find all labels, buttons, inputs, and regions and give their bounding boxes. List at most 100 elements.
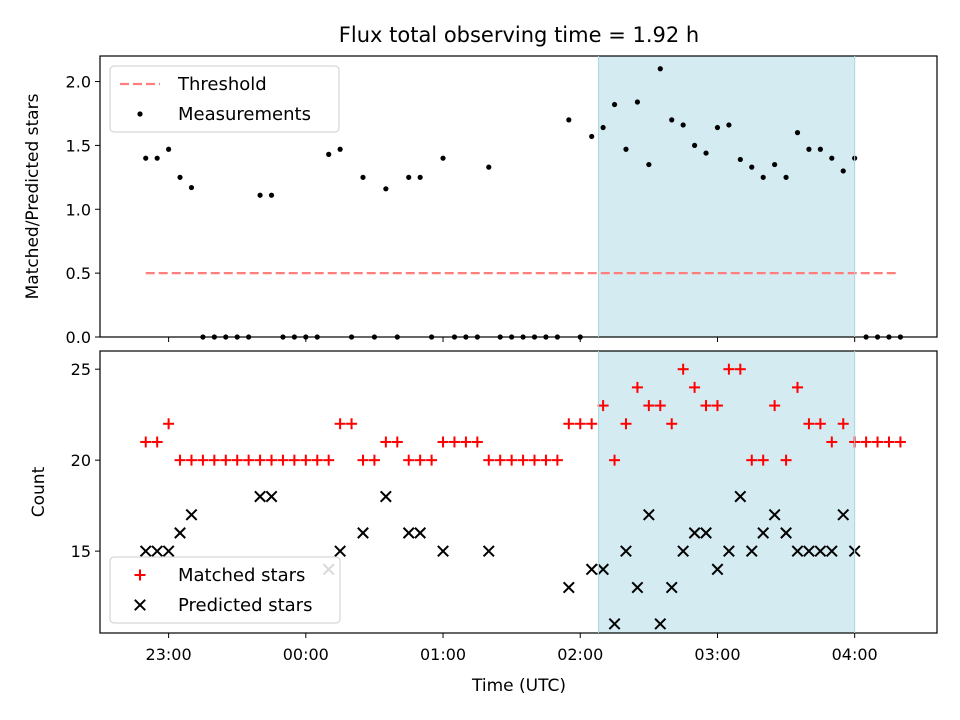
matched-stars-point xyxy=(837,418,849,430)
legend-box xyxy=(109,65,340,133)
predicted-stars-point xyxy=(631,581,644,594)
matched-stars-point xyxy=(689,381,701,393)
count-y-axis: 15 20 25 xyxy=(71,360,100,561)
legend-label: Measurements xyxy=(178,104,311,125)
predicted-stars-point xyxy=(711,563,724,576)
predicted-stars-point xyxy=(780,527,792,539)
matched-stars-point xyxy=(734,363,746,375)
matched-stars-point xyxy=(323,454,335,466)
predicted-stars-point xyxy=(608,617,621,630)
measurements-point xyxy=(657,66,663,72)
y-tick-label: 25 xyxy=(71,360,91,379)
measurements-point xyxy=(714,124,721,131)
matched-stars-point xyxy=(380,436,392,448)
measurements-point xyxy=(646,161,652,168)
predicted-stars-point xyxy=(768,508,781,521)
predicted-stars-point xyxy=(837,508,850,521)
matched-stars-point xyxy=(711,400,723,412)
matched-stars-point xyxy=(448,436,460,448)
ratio-legend: Threshold Measurements xyxy=(109,65,340,133)
legend-label: Matched stars xyxy=(178,565,305,586)
measurements-point xyxy=(486,164,492,170)
measurements-point xyxy=(268,192,275,198)
measurements-point xyxy=(794,130,801,136)
measurements-point xyxy=(691,142,698,149)
matched-stars-point xyxy=(540,454,552,466)
count-panel-frame xyxy=(99,350,938,634)
matched-stars-point xyxy=(346,418,358,430)
matched-stars-point xyxy=(311,454,323,466)
matched-stars-point xyxy=(517,454,529,466)
predicted-stars-point xyxy=(357,527,369,539)
measurements-point xyxy=(623,146,629,152)
x-tick-label: 04:00 xyxy=(832,645,878,664)
measurements-point xyxy=(417,174,423,180)
predicted-stars-point xyxy=(642,508,655,521)
measurements-point xyxy=(143,155,149,161)
ratio-x-ticks xyxy=(168,337,856,342)
observing-window-band xyxy=(598,351,855,633)
measurements-point xyxy=(188,184,195,191)
x-axis-label: Time (UTC) xyxy=(471,676,566,696)
matched-stars-point xyxy=(220,454,232,466)
measurements-point xyxy=(154,155,160,161)
legend-box xyxy=(109,556,341,624)
matched-stars-point xyxy=(494,454,506,466)
matched-stars-point xyxy=(894,436,906,448)
predicted-stars-point xyxy=(734,490,747,503)
measurements-point xyxy=(566,117,572,123)
measurements-point xyxy=(589,133,595,140)
matched-stars-point xyxy=(631,381,643,393)
count-x-axis: 23:00 00:00 01:00 02:00 03:00 04:00 xyxy=(146,633,878,664)
matched-stars-point xyxy=(757,454,769,466)
measurements-point xyxy=(406,174,412,180)
measurements-point xyxy=(703,150,709,156)
ratio-y-axis: 0.0 0.5 1.0 1.5 2.0 xyxy=(66,73,100,347)
measurements-point xyxy=(337,146,343,152)
matched-stars-point xyxy=(769,400,781,412)
ratio-y-axis-label: Matched/Predicted stars xyxy=(23,93,43,299)
matched-stars-point xyxy=(151,436,163,448)
predicted-stars-point xyxy=(402,527,415,539)
measurements-point xyxy=(634,99,641,105)
y-tick-label: 0.0 xyxy=(66,328,91,347)
matched-stars-point xyxy=(254,454,266,466)
matched-stars-point xyxy=(666,418,678,430)
predicted-stars-point xyxy=(700,527,712,539)
x-tick-label: 02:00 xyxy=(557,645,603,664)
predicted-stars-point xyxy=(437,545,449,558)
matched-stars-point xyxy=(208,454,220,466)
measurements-point xyxy=(726,122,732,128)
predicted-stars-point xyxy=(185,508,198,521)
matched-stars-point xyxy=(357,454,369,466)
y-tick-label: 1.0 xyxy=(66,200,91,219)
matched-stars-point xyxy=(803,418,815,430)
matched-stars-point xyxy=(529,454,541,466)
matched-stars-point xyxy=(197,454,209,466)
count-panel: 15 20 25 23:00 00:00 01:00 02:00 03:00 04:00 Co… xyxy=(29,350,938,664)
measurements-point xyxy=(817,146,823,152)
matched-stars-point xyxy=(780,454,792,466)
predicted-stars-point xyxy=(562,581,575,594)
count-legend: Matched stars Predicted stars xyxy=(109,556,341,624)
matched-stars-point xyxy=(860,436,872,448)
predicted-stars-point xyxy=(139,545,152,558)
matched-stars-point xyxy=(231,454,243,466)
legend-item-measurements: Measurements xyxy=(137,104,311,125)
measurements-point xyxy=(166,146,172,152)
measurements-point xyxy=(326,151,332,157)
predicted-stars-point xyxy=(254,490,266,503)
legend-item-predicted-stars: Predicted stars xyxy=(134,595,312,616)
matched-stars-point xyxy=(677,363,689,375)
legend-swatch xyxy=(137,111,143,117)
legend-label: Predicted stars xyxy=(178,595,312,616)
matched-stars-point xyxy=(266,454,278,466)
measurements-point xyxy=(257,192,263,198)
predicted-stars-point xyxy=(688,527,701,539)
observing-window-band xyxy=(598,56,855,337)
ratio-panel-frame xyxy=(99,55,938,338)
matched-stars-point xyxy=(723,363,735,375)
y-tick-label: 1.5 xyxy=(66,136,91,155)
predicted-stars-point xyxy=(265,490,278,503)
